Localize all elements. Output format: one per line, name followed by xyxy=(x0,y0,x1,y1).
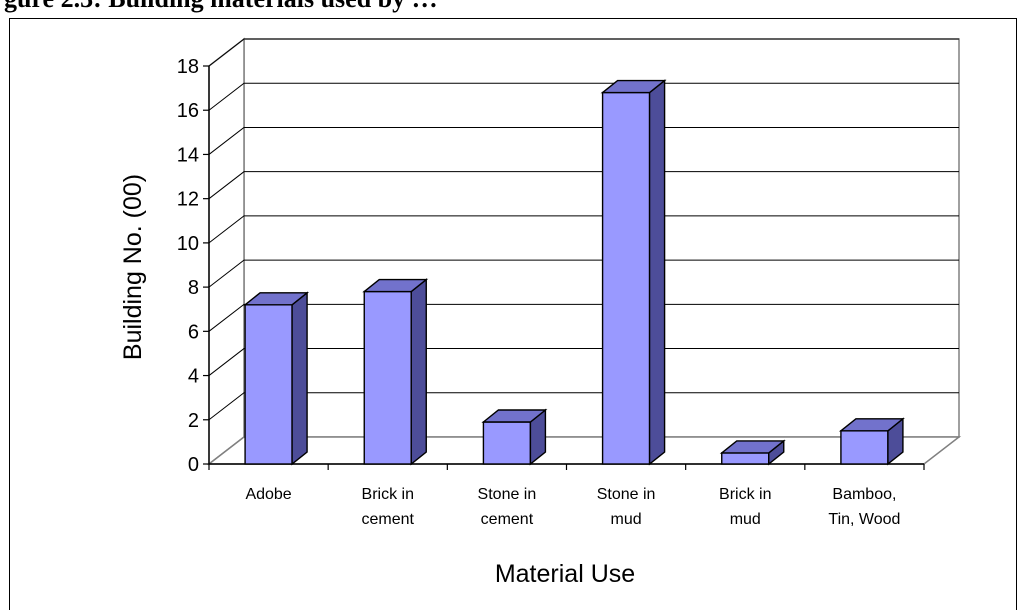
chart-walls xyxy=(206,37,962,466)
x-tick-label: Adobe xyxy=(245,486,291,503)
bar-top xyxy=(481,409,548,423)
bar xyxy=(838,417,905,466)
bar-front xyxy=(482,421,532,465)
bar-side xyxy=(291,291,308,466)
gridline xyxy=(208,259,959,288)
x-tick-label: Brick in mud xyxy=(719,486,771,528)
bar xyxy=(362,278,429,466)
x-tick-label: Bamboo, Tin, Wood xyxy=(828,486,900,528)
x-tick-label: Brick in cement xyxy=(362,486,415,528)
y-axis-title: Building No. (00) xyxy=(119,174,147,360)
x-tick-label: Stone in cement xyxy=(478,486,537,528)
chart-frame xyxy=(9,18,1017,610)
y-tick-label: 6 xyxy=(188,321,199,343)
page-title: gure 2.3: Building materials used by … xyxy=(4,0,438,14)
y-tick-label: 14 xyxy=(177,144,199,166)
bar-top xyxy=(600,79,667,94)
bar xyxy=(719,439,786,466)
gridline xyxy=(208,38,959,67)
bar xyxy=(600,79,667,466)
y-tick-label: 8 xyxy=(188,277,199,299)
gridline xyxy=(208,392,959,421)
y-tick-label: 10 xyxy=(177,233,199,255)
gridline xyxy=(208,82,959,111)
y-tick-label: 0 xyxy=(188,454,199,476)
bar-side xyxy=(648,79,666,466)
bar-front xyxy=(601,91,651,465)
y-tick-label: 16 xyxy=(177,100,199,122)
chart-gridlines xyxy=(208,38,959,421)
y-tick-label: 18 xyxy=(177,56,199,78)
gridline xyxy=(208,126,959,155)
bar-top xyxy=(838,418,905,432)
bar-front xyxy=(721,452,770,465)
bar-front xyxy=(363,290,412,465)
x-tick-label: Stone in mud xyxy=(597,486,656,528)
x-axis-title: Material Use xyxy=(495,560,635,588)
bar-top xyxy=(362,278,429,293)
bar-side xyxy=(410,278,427,466)
y-tick-label: 2 xyxy=(188,410,199,432)
gridline xyxy=(208,348,959,376)
chart-labels: 0 2 4 6 8 10 12 14 16 18 Adobe Brick in cement Stone … xyxy=(177,56,901,528)
y-tick-label: 4 xyxy=(188,366,199,388)
chart-back-wall xyxy=(243,38,960,438)
bar-front xyxy=(840,430,889,465)
bar-top xyxy=(243,292,310,306)
chart-bars xyxy=(243,79,905,466)
gridline xyxy=(208,171,959,200)
bar xyxy=(481,408,548,466)
y-tick-label: 12 xyxy=(177,189,199,211)
chart-side-wall xyxy=(208,37,245,466)
bar-front xyxy=(244,304,293,465)
bar-top xyxy=(719,440,786,454)
gridline xyxy=(208,215,959,244)
gridline xyxy=(208,303,959,332)
bar xyxy=(243,291,310,466)
chart-axes xyxy=(203,65,925,470)
